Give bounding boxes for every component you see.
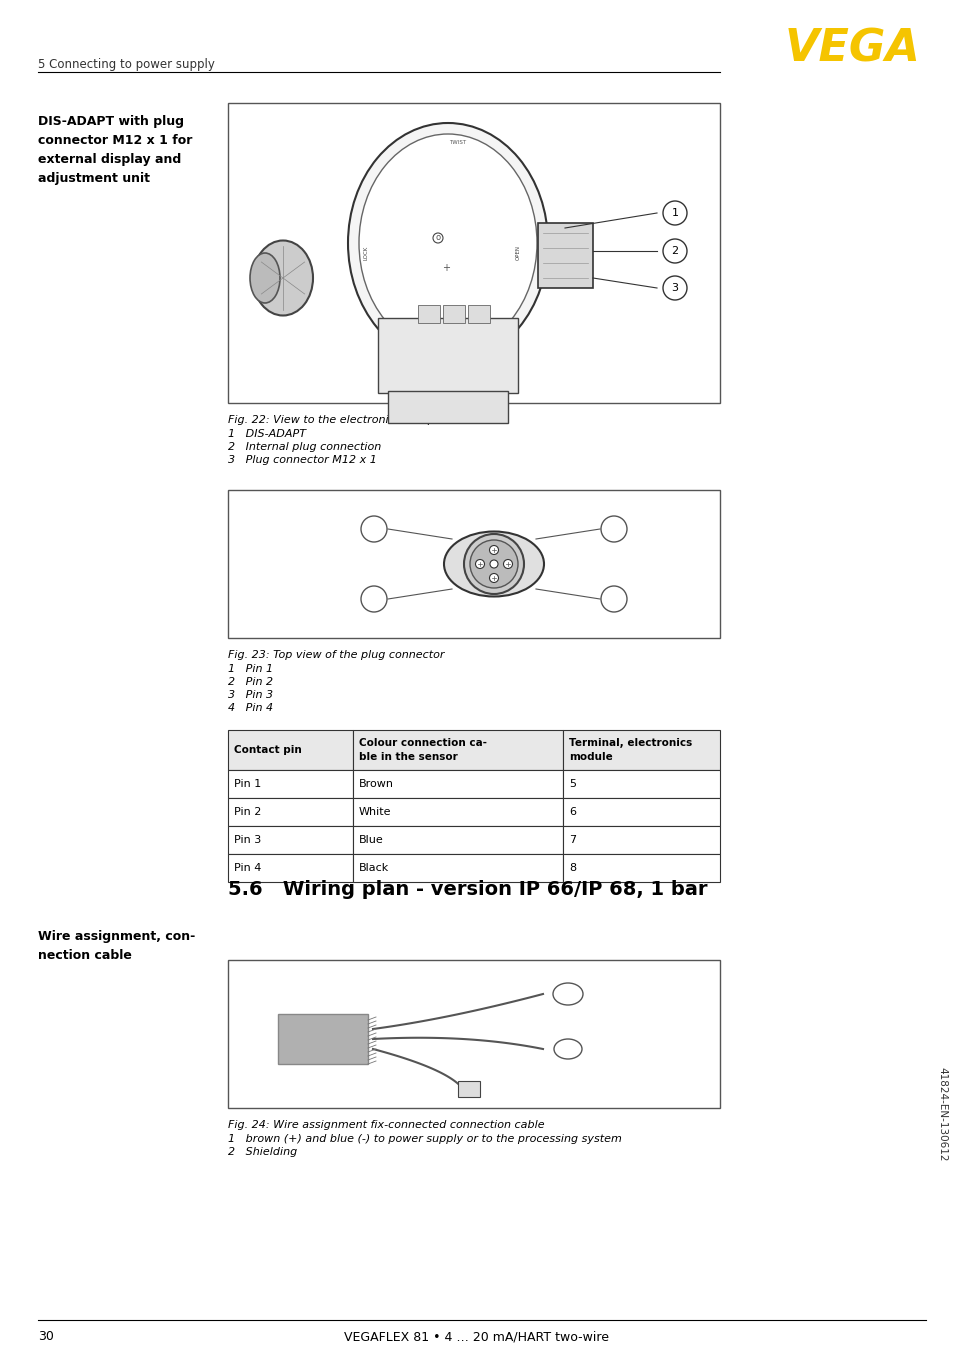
Text: 1   DIS-ADAPT: 1 DIS-ADAPT	[228, 429, 306, 439]
Circle shape	[489, 574, 498, 582]
Text: +: +	[441, 263, 450, 274]
Bar	[228, 730, 353, 770]
Circle shape	[503, 559, 512, 569]
Text: TWIST: TWIST	[449, 141, 466, 145]
Bar	[228, 770, 353, 798]
Text: 3   Plug connector M12 x 1: 3 Plug connector M12 x 1	[228, 455, 376, 464]
Bar	[228, 854, 353, 881]
Ellipse shape	[553, 983, 582, 1005]
Text: 41824-EN-130612: 41824-EN-130612	[936, 1067, 946, 1162]
Ellipse shape	[470, 540, 517, 588]
Bar	[228, 826, 353, 854]
Text: OPEN: OPEN	[515, 245, 520, 260]
Circle shape	[490, 561, 497, 567]
Bar	[537, 223, 593, 288]
Text: VEGA: VEGA	[783, 28, 919, 70]
Text: 2   Pin 2: 2 Pin 2	[228, 677, 273, 686]
Text: LOCK: LOCK	[363, 246, 368, 260]
Bar	[468, 305, 490, 324]
Text: Pin 2: Pin 2	[233, 807, 261, 816]
Ellipse shape	[554, 1039, 581, 1059]
Text: 2   Shielding: 2 Shielding	[228, 1147, 297, 1158]
Text: 5: 5	[568, 779, 576, 789]
Bar	[377, 318, 517, 393]
Text: 8: 8	[568, 862, 576, 873]
Ellipse shape	[253, 241, 313, 315]
Text: 5 Connecting to power supply: 5 Connecting to power supply	[38, 58, 214, 70]
Bar	[417, 305, 439, 324]
Bar	[562, 826, 720, 854]
Text: 3: 3	[671, 283, 678, 292]
Text: Terminal, electronics
module: Terminal, electronics module	[568, 738, 692, 761]
Text: 2   Internal plug connection: 2 Internal plug connection	[228, 441, 381, 452]
Text: 1   Pin 1: 1 Pin 1	[228, 663, 273, 674]
Bar	[562, 798, 720, 826]
Text: 3   Pin 3: 3 Pin 3	[228, 691, 273, 700]
Text: Brown: Brown	[358, 779, 394, 789]
Text: Colour connection ca-
ble in the sensor: Colour connection ca- ble in the sensor	[358, 738, 486, 761]
Bar	[353, 854, 562, 881]
Text: Blue: Blue	[358, 835, 383, 845]
Text: 6: 6	[568, 807, 576, 816]
Bar	[442, 305, 464, 324]
Text: Pin 4: Pin 4	[233, 862, 261, 873]
Bar	[388, 391, 507, 422]
Circle shape	[360, 516, 387, 542]
Text: 5.6   Wiring plan - version IP 66/IP 68, 1 bar: 5.6 Wiring plan - version IP 66/IP 68, 1…	[228, 880, 707, 899]
Circle shape	[360, 586, 387, 612]
Text: Black: Black	[358, 862, 389, 873]
Circle shape	[600, 516, 626, 542]
Ellipse shape	[443, 532, 543, 597]
Bar	[353, 730, 562, 770]
Text: 1: 1	[671, 209, 678, 218]
Bar	[228, 490, 720, 638]
Ellipse shape	[348, 123, 547, 363]
Bar	[228, 960, 720, 1108]
Circle shape	[489, 546, 498, 555]
Text: 1   brown (+) and blue (-) to power supply or to the processing system: 1 brown (+) and blue (-) to power supply…	[228, 1135, 621, 1144]
Text: 4   Pin 4: 4 Pin 4	[228, 703, 273, 714]
Text: Pin 1: Pin 1	[233, 779, 261, 789]
Bar	[457, 1080, 479, 1097]
Bar	[228, 103, 720, 403]
Text: VEGAFLEX 81 • 4 … 20 mA/HART two-wire: VEGAFLEX 81 • 4 … 20 mA/HART two-wire	[344, 1330, 609, 1343]
Bar	[353, 826, 562, 854]
Bar	[562, 770, 720, 798]
Circle shape	[662, 240, 686, 263]
Text: Contact pin: Contact pin	[233, 745, 301, 756]
Ellipse shape	[463, 533, 523, 594]
Bar	[353, 798, 562, 826]
Circle shape	[433, 233, 442, 242]
Text: o: o	[435, 233, 440, 242]
Text: Wire assignment, con-
nection cable: Wire assignment, con- nection cable	[38, 930, 195, 961]
Circle shape	[662, 276, 686, 301]
Bar	[562, 854, 720, 881]
Circle shape	[600, 586, 626, 612]
Text: 2: 2	[671, 246, 678, 256]
Text: 30: 30	[38, 1330, 53, 1343]
Bar	[353, 770, 562, 798]
Text: Fig. 23: Top view of the plug connector: Fig. 23: Top view of the plug connector	[228, 650, 444, 659]
Text: Pin 3: Pin 3	[233, 835, 261, 845]
Bar	[228, 798, 353, 826]
Text: 7: 7	[568, 835, 576, 845]
Bar	[562, 730, 720, 770]
Circle shape	[475, 559, 484, 569]
Text: DIS-ADAPT with plug
connector M12 x 1 for
external display and
adjustment unit: DIS-ADAPT with plug connector M12 x 1 fo…	[38, 115, 193, 185]
Bar	[277, 1014, 368, 1064]
Ellipse shape	[358, 134, 537, 352]
Text: Fig. 22: View to the electronics compartment: Fig. 22: View to the electronics compart…	[228, 414, 479, 425]
Ellipse shape	[250, 253, 280, 303]
Text: Fig. 24: Wire assignment fix-connected connection cable: Fig. 24: Wire assignment fix-connected c…	[228, 1120, 544, 1131]
Circle shape	[662, 200, 686, 225]
Text: White: White	[358, 807, 391, 816]
